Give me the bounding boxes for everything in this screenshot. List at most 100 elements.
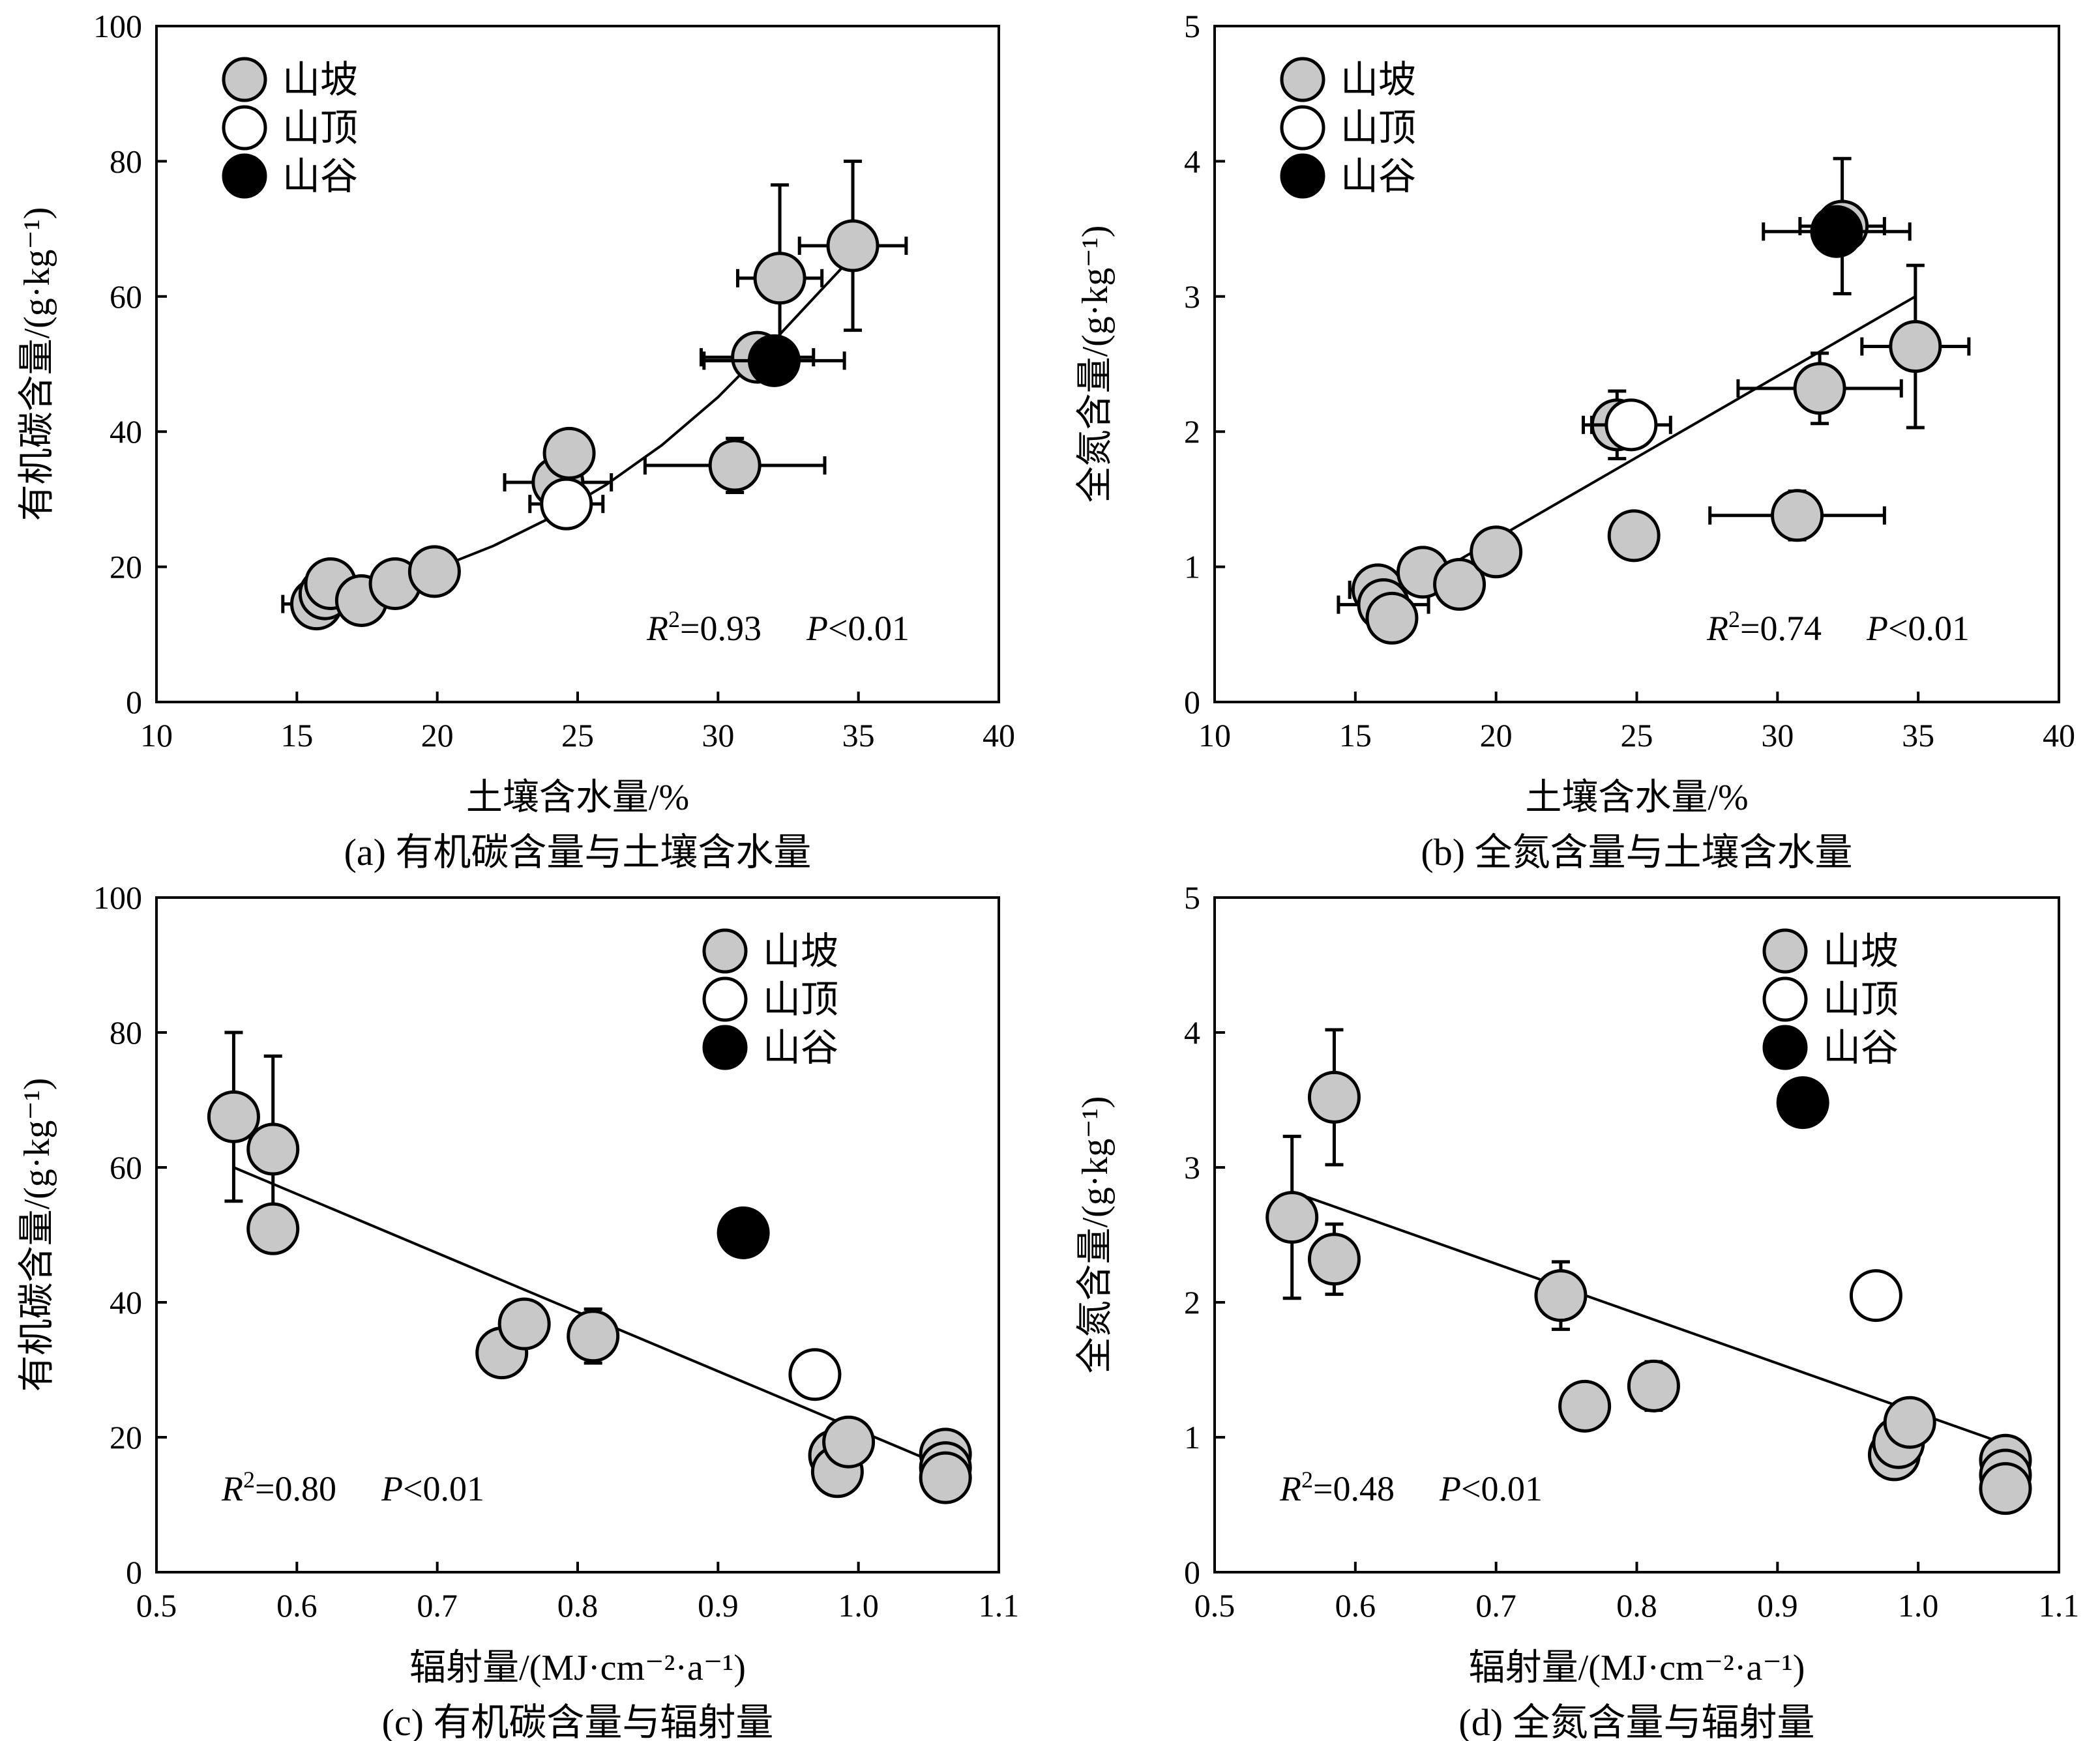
y-tick-label: 40 [110, 413, 142, 450]
x-tick-label: 30 [702, 717, 734, 753]
data-point-slope [567, 1309, 620, 1363]
x-tick-label: 0.9 [698, 1587, 739, 1624]
x-tick-label: 0.6 [1335, 1587, 1376, 1624]
y-tick-label: 40 [110, 1284, 142, 1321]
x-tick-label: 30 [1761, 717, 1794, 753]
chart-panel-0: 10 15 20 25 30 35 40 0 20 40 60 80 100 土壤含水量/% 有机碳含量/(… [17, 8, 1015, 873]
data-point-slope [207, 1090, 260, 1143]
legend-marker-top [222, 105, 267, 151]
x-tick-label: 1.1 [2039, 1587, 2080, 1624]
y-axis-label: 有机碳含量/(g·kg⁻¹) [17, 207, 57, 521]
x-axis-label: 辐射量/(MJ·cm⁻²·a⁻¹) [1469, 1648, 1805, 1688]
data-point-slope [1979, 1462, 2032, 1515]
x-tick-label: 1.0 [1898, 1587, 1939, 1624]
legend-label: 山顶 [282, 107, 358, 149]
data-point-slope [497, 1297, 551, 1351]
y-tick-label: 80 [110, 1014, 142, 1051]
x-tick-label: 35 [842, 717, 875, 753]
y-axis-label: 全氮含量/(g·kg⁻¹) [1075, 226, 1116, 503]
x-axis-label: 土壤含水量/% [466, 778, 689, 818]
r-squared-label: R2=0.93 [646, 606, 762, 648]
y-tick-label: 0 [126, 1554, 142, 1590]
y-tick-label: 0 [1184, 684, 1200, 720]
panel-caption: (b) 全氮含量与土壤含水量 [1421, 831, 1852, 873]
legend-marker-slope [702, 928, 748, 974]
data-point-slope [822, 1415, 876, 1469]
y-tick-label: 60 [110, 278, 142, 315]
y-tick-label: 0 [1184, 1554, 1200, 1590]
x-tick-label: 25 [1621, 717, 1653, 753]
legend-label: 山坡 [1823, 930, 1899, 973]
legend-marker-top [1280, 105, 1325, 151]
panel-caption: (a) 有机碳含量与土壤含水量 [344, 831, 812, 873]
legend-label: 山顶 [763, 978, 838, 1021]
data-point-slope [708, 439, 762, 492]
data-point-slope [1433, 558, 1486, 611]
y-tick-label: 20 [110, 549, 142, 585]
data-point-slope [1771, 489, 1824, 542]
x-tick-label: 0.5 [1194, 1587, 1235, 1624]
p-value-label: P<0.01 [806, 609, 910, 648]
legend-marker-slope [1762, 928, 1808, 974]
y-tick-label: 3 [1184, 1149, 1200, 1186]
legend-marker-slope [1280, 57, 1325, 102]
data-point-valley [747, 334, 801, 387]
data-point-slope [542, 426, 596, 480]
x-tick-label: 15 [1339, 717, 1372, 753]
x-tick-label: 0.9 [1757, 1587, 1798, 1624]
y-tick-label: 1 [1184, 1419, 1200, 1456]
chart-panel-3: 0.5 0.6 0.7 0.8 0.9 1.0 1.1 0 1 2 3 4 5 辐射量/(MJ·cm⁻²·… [1075, 879, 2079, 1741]
legend-marker-valley [1280, 153, 1325, 199]
chart-panel-2: 0.5 0.6 0.7 0.8 0.9 1.0 1.1 0 20 40 60 80 100 辐射量/(MJ… [17, 879, 1019, 1741]
x-axis-label: 土壤含水量/% [1525, 778, 1748, 818]
x-tick-label: 20 [1480, 717, 1513, 753]
y-tick-label: 5 [1184, 8, 1200, 44]
data-point-slope [246, 1202, 300, 1255]
fit-line [1371, 295, 1916, 611]
legend-label: 山坡 [763, 930, 838, 973]
x-tick-label: 20 [421, 717, 454, 753]
p-value-label: P<0.01 [381, 1469, 484, 1508]
y-tick-label: 1 [1184, 549, 1200, 585]
legend-marker-valley [222, 153, 267, 199]
data-point-slope [1889, 320, 1942, 373]
data-point-slope [246, 1122, 300, 1176]
x-tick-label: 0.7 [1475, 1587, 1516, 1624]
data-point-slope [1470, 525, 1523, 579]
data-point-top [1605, 398, 1658, 452]
r-squared-label: R2=0.74 [1706, 606, 1822, 648]
x-axis-label: 辐射量/(MJ·cm⁻²·a⁻¹) [409, 1648, 746, 1688]
x-tick-label: 1.1 [979, 1587, 1020, 1624]
data-point-slope [1607, 509, 1661, 563]
legend-label: 山谷 [1340, 155, 1416, 198]
r-squared-label: R2=0.80 [221, 1467, 336, 1508]
data-point-slope [919, 1451, 972, 1504]
y-tick-label: 5 [1184, 879, 1200, 916]
x-tick-label: 40 [983, 717, 1015, 753]
y-tick-label: 4 [1184, 1014, 1200, 1051]
data-point-slope [1627, 1359, 1680, 1412]
data-point-slope [826, 219, 880, 272]
data-point-slope [407, 545, 461, 598]
legend-label: 山谷 [1823, 1027, 1899, 1069]
x-tick-label: 35 [1902, 717, 1934, 753]
y-tick-label: 20 [110, 1419, 142, 1456]
legend-marker-valley [1762, 1025, 1808, 1070]
data-point-slope [1307, 1070, 1361, 1124]
x-tick-label: 0.8 [1616, 1587, 1657, 1624]
legend-marker-valley [702, 1025, 748, 1070]
y-tick-label: 60 [110, 1149, 142, 1186]
data-point-top [1849, 1269, 1902, 1323]
fit-line [1292, 1190, 2006, 1446]
legend-marker-slope [222, 57, 267, 102]
data-point-slope [1534, 1269, 1588, 1323]
legend-label: 山顶 [1340, 107, 1416, 149]
x-tick-label: 15 [280, 717, 313, 753]
y-tick-label: 80 [110, 143, 142, 179]
data-point-valley [1810, 205, 1863, 258]
legend-label: 山谷 [282, 155, 358, 198]
x-tick-label: 40 [2043, 717, 2075, 753]
y-axis-label: 全氮含量/(g·kg⁻¹) [1075, 1096, 1116, 1374]
data-point-top [788, 1348, 842, 1401]
